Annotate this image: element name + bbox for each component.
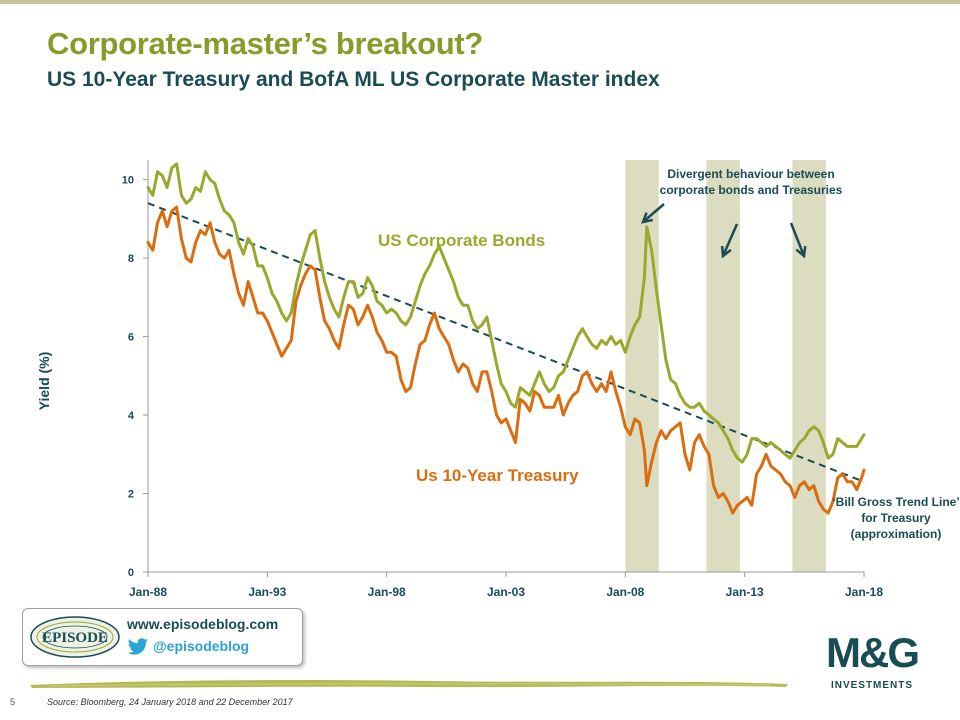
x-tick-label: Jan-18 bbox=[845, 585, 883, 599]
twitter-icon[interactable] bbox=[127, 638, 149, 656]
slide-subtitle: US 10-Year Treasury and BofA ML US Corpo… bbox=[47, 68, 660, 91]
annotation-arrow-3 bbox=[789, 222, 806, 257]
mg-logo-subtext: INVESTMENTS bbox=[830, 680, 914, 691]
page-number: 5 bbox=[10, 697, 16, 707]
y-axis-label: Yield (%) bbox=[36, 351, 52, 411]
source-note: Source: Bloomberg, 24 January 2018 and 2… bbox=[47, 697, 293, 707]
decorative-brush-stroke bbox=[30, 680, 788, 688]
x-tick-label: Jan-93 bbox=[248, 585, 286, 599]
shaded-period-1 bbox=[625, 160, 659, 572]
treasury-series-label: Us 10-Year Treasury bbox=[416, 466, 579, 485]
x-tick-label: Jan-88 bbox=[129, 585, 167, 599]
site-url-link[interactable]: www.episodeblog.com bbox=[127, 616, 279, 632]
slide-title: Corporate-master’s breakout? bbox=[47, 26, 484, 61]
shaded-periods bbox=[625, 160, 826, 572]
corporate-bonds-line bbox=[146, 162, 866, 464]
y-tick-label: 2 bbox=[128, 489, 134, 501]
trend-line-layer bbox=[147, 202, 865, 483]
y-tick-label: 4 bbox=[128, 410, 135, 422]
axes: 0 2 4 6 8 10 Jan-88 Jan-93 Jan-98 Jan-03 Jan-08 Jan… bbox=[122, 160, 883, 599]
mg-logo-text: M&G bbox=[826, 629, 920, 676]
top-rule bbox=[0, 0, 960, 4]
annotation-arrowhead-2 bbox=[720, 245, 732, 259]
annotation-arrowhead-1 bbox=[641, 212, 654, 224]
y-tick-label: 10 bbox=[122, 175, 134, 187]
divergent-annotation: Divergent behaviour between corporate bo… bbox=[659, 167, 843, 197]
x-tick-label: Jan-98 bbox=[368, 585, 406, 599]
y-tick-label: 6 bbox=[128, 332, 134, 344]
shaded-period-3 bbox=[792, 160, 826, 572]
trend-line-annotation: ‘Bill Gross Trend Line’ for Treasury (ap… bbox=[832, 495, 960, 541]
x-tick-label: Jan-13 bbox=[726, 585, 764, 599]
treasury-10y-line bbox=[146, 205, 866, 515]
mg-investments-logo: M&G INVESTMENTS bbox=[812, 630, 932, 696]
episode-logo-text: EPISODE bbox=[42, 630, 108, 646]
annotation-arrowhead-3 bbox=[795, 245, 807, 259]
episode-branding-box[interactable]: EPISODE www.episodeblog.com @episodeblog bbox=[22, 608, 303, 666]
annotation-arrows bbox=[641, 203, 807, 259]
episode-logo: EPISODE bbox=[30, 616, 120, 658]
x-tick-label: Jan-08 bbox=[606, 585, 644, 599]
x-tick-label: Jan-03 bbox=[487, 585, 525, 599]
y-tick-label: 8 bbox=[128, 253, 134, 265]
corporate-series-label: US Corporate Bonds bbox=[378, 231, 546, 250]
annotation-arrow-2 bbox=[721, 223, 739, 257]
bill-gross-trend-line bbox=[147, 202, 865, 483]
annotation-arrow-1 bbox=[642, 203, 665, 223]
series-layer bbox=[146, 162, 866, 515]
y-tick-label: 0 bbox=[128, 567, 134, 579]
twitter-handle-link[interactable]: @episodeblog bbox=[153, 638, 250, 654]
